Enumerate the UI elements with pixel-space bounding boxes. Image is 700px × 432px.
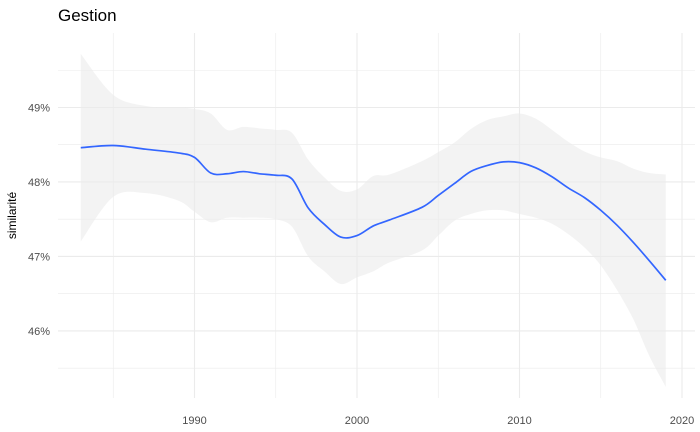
y-axis-title: similarité [5, 192, 19, 240]
y-axis-tick-labels: 46% 47% 48% 49% [28, 102, 50, 337]
x-tick-label: 2000 [345, 415, 369, 427]
smoothed-series-line [80, 144, 667, 281]
y-tick-label: 49% [28, 102, 50, 114]
x-tick-label: 2010 [507, 415, 531, 427]
chart-title: Gestion [58, 6, 117, 25]
y-tick-label: 48% [28, 177, 50, 189]
y-tick-label: 47% [28, 251, 50, 263]
x-axis-tick-labels: 1990 2000 2010 2020 [182, 415, 694, 427]
y-tick-label: 46% [28, 326, 50, 338]
x-tick-label: 2020 [670, 415, 694, 427]
confidence-band [80, 53, 666, 387]
x-tick-label: 1990 [182, 415, 206, 427]
